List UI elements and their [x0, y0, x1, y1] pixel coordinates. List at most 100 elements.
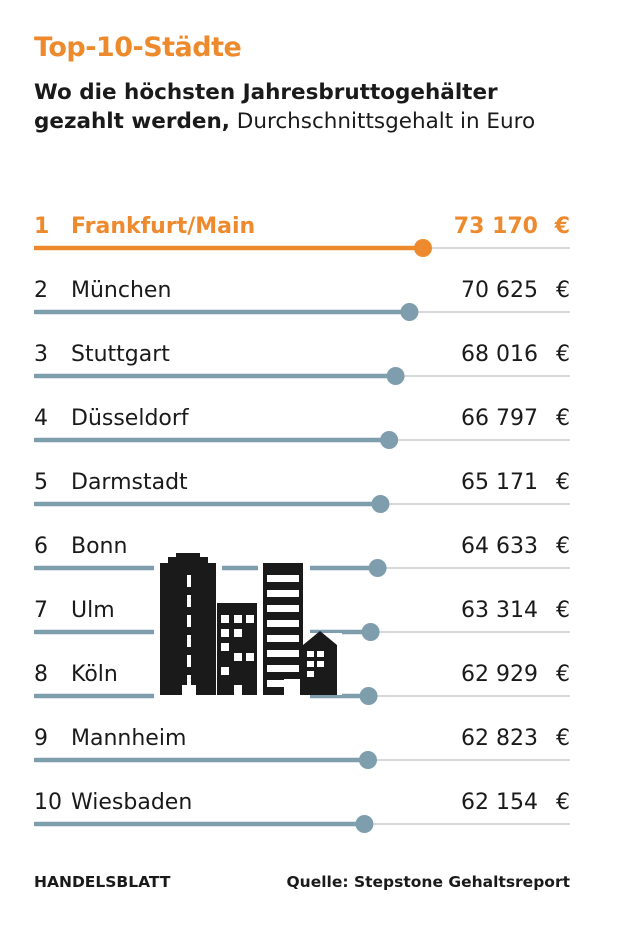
chart-row: 9 Mannheim 62 823 €	[34, 726, 570, 769]
window	[221, 643, 229, 651]
window	[267, 665, 299, 672]
building	[168, 557, 208, 567]
city-label: Frankfurt/Main	[71, 214, 255, 239]
bar-dot	[400, 303, 419, 321]
chart-row: 10 Wiesbaden 62 154 €	[34, 790, 570, 833]
city-label: Mannheim	[71, 726, 186, 751]
bar-dot	[371, 495, 390, 513]
bar-dot	[368, 559, 387, 577]
bar-dot	[380, 431, 399, 449]
door	[182, 685, 196, 695]
window	[317, 661, 324, 667]
building	[176, 553, 200, 561]
window	[267, 605, 299, 612]
window	[246, 653, 254, 661]
rank-label: 7	[34, 598, 48, 623]
door	[234, 685, 242, 695]
bar-dot	[414, 239, 432, 257]
chart-row: 5 Darmstadt 65 171 €	[34, 470, 570, 513]
unit-label: €	[556, 470, 570, 495]
rank-label: 2	[34, 278, 48, 303]
window	[187, 615, 191, 627]
bar-dot	[361, 623, 380, 641]
bar-dot	[386, 367, 405, 385]
rank-label: 10	[34, 790, 62, 815]
door	[284, 679, 300, 695]
window	[307, 651, 314, 657]
roof	[303, 631, 337, 645]
value-label: 68 016	[461, 342, 538, 367]
chart-row: 2 München 70 625 €	[34, 278, 570, 321]
window	[234, 629, 242, 637]
unit-label: €	[556, 406, 570, 431]
value-label: 64 633	[461, 534, 538, 559]
window	[267, 575, 299, 582]
city-label: Darmstadt	[71, 470, 188, 495]
value-label: 62 823	[461, 726, 538, 751]
brand-label: HANDELSBLATT	[34, 873, 171, 891]
unit-label: €	[556, 278, 570, 303]
city-label: Bonn	[71, 534, 127, 559]
rank-label: 3	[34, 342, 48, 367]
unit-label: €	[556, 342, 570, 367]
subtitle-bold: Wo die höchsten Jahresbruttogehälter gez…	[34, 80, 498, 134]
city-buildings-icon	[154, 549, 342, 701]
window	[221, 629, 229, 637]
window	[221, 615, 229, 623]
unit-label: €	[554, 214, 570, 239]
value-label: 62 929	[461, 662, 538, 687]
chart-title: Top-10-Städte	[34, 32, 242, 63]
window	[187, 635, 191, 647]
rank-label: 8	[34, 662, 48, 687]
window	[246, 615, 254, 623]
rank-label: 5	[34, 470, 48, 495]
window	[187, 655, 191, 667]
city-label: Düsseldorf	[71, 406, 190, 431]
rank-label: 4	[34, 406, 48, 431]
value-label: 63 314	[461, 598, 538, 623]
city-label: Wiesbaden	[71, 790, 192, 815]
city-label: München	[71, 278, 171, 303]
rank-label: 1	[34, 214, 49, 239]
bar-dot	[358, 751, 377, 769]
window	[187, 575, 191, 587]
window	[267, 590, 299, 597]
rank-label: 9	[34, 726, 48, 751]
window	[307, 661, 314, 667]
city-label: Ulm	[71, 598, 115, 623]
rank-label: 6	[34, 534, 48, 559]
chart-row: 4 Düsseldorf 66 797 €	[34, 406, 570, 449]
value-label: 66 797	[461, 406, 538, 431]
window	[187, 595, 191, 607]
window	[267, 650, 299, 657]
bar-dot	[359, 687, 378, 705]
value-label: 65 171	[461, 470, 538, 495]
value-label: 70 625	[461, 278, 538, 303]
city-label: Stuttgart	[71, 342, 170, 367]
bar-dot	[355, 815, 374, 833]
unit-label: €	[556, 534, 570, 559]
subtitle-rest: Durchschnittsgehalt in Euro	[229, 109, 536, 134]
source-label: Quelle: Stepstone Gehaltsreport	[286, 873, 571, 891]
value-label: 62 154	[461, 790, 538, 815]
window	[234, 615, 242, 623]
window	[221, 667, 229, 675]
building	[263, 563, 303, 695]
window	[234, 653, 242, 661]
chart-subtitle: Wo die höchsten Jahresbruttogehälter gez…	[34, 78, 594, 136]
window	[317, 651, 324, 657]
window	[307, 671, 314, 677]
unit-label: €	[556, 598, 570, 623]
unit-label: €	[556, 726, 570, 751]
unit-label: €	[556, 790, 570, 815]
chart-row: 1 Frankfurt/Main 73 170 €	[34, 214, 570, 257]
value-label: 73 170	[454, 214, 538, 239]
window	[267, 620, 299, 627]
window	[267, 680, 299, 687]
window	[187, 675, 191, 687]
unit-label: €	[556, 662, 570, 687]
window	[267, 635, 299, 642]
city-label: Köln	[71, 662, 118, 687]
